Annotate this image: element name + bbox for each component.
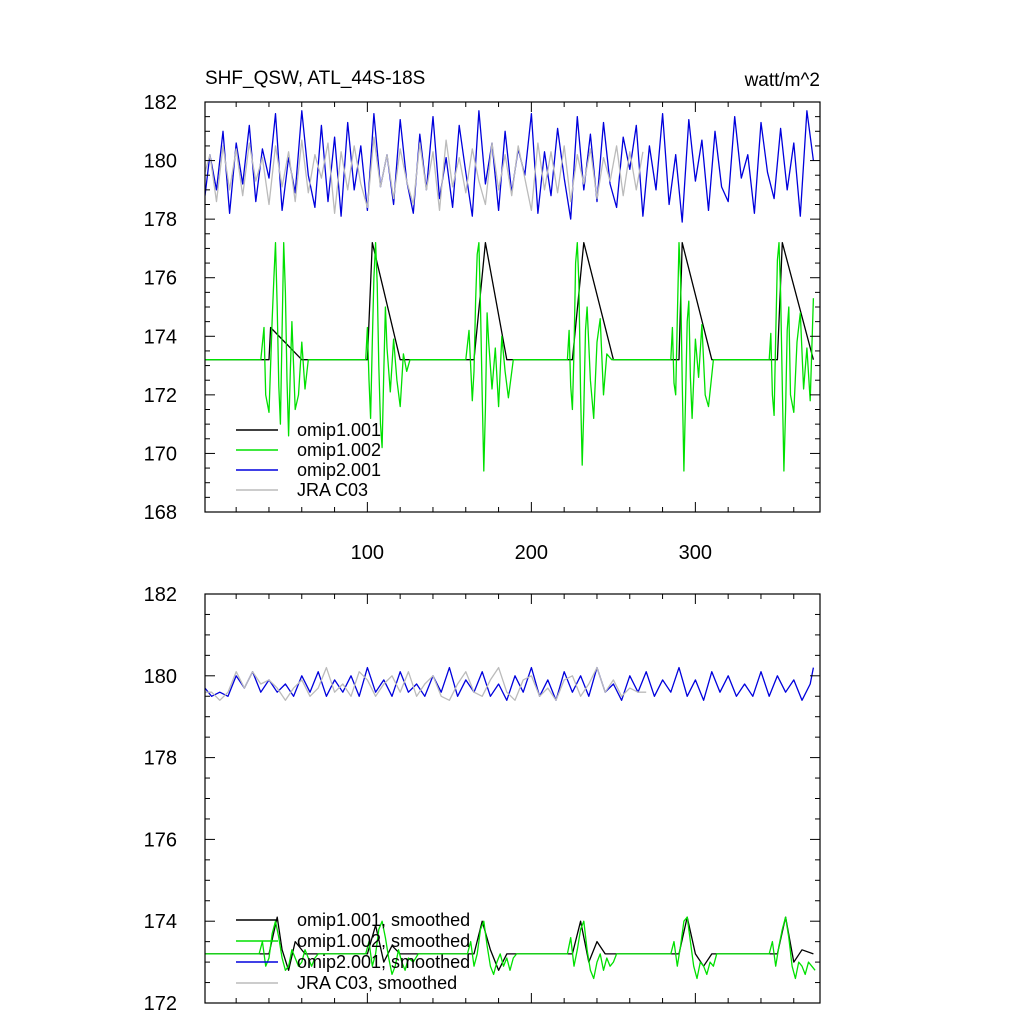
legend-label: omip1.001: [297, 420, 381, 440]
legend-label: omip2.001: [297, 460, 381, 480]
series-line-4: [205, 136, 644, 214]
y-tick-label: 182: [144, 584, 177, 606]
x-tick-label: 200: [515, 542, 548, 564]
series-group: [205, 666, 816, 980]
series-line-2: [205, 916, 816, 980]
legend-label: omip1.002: [297, 440, 381, 460]
legend-label: omip1.001, smoothed: [297, 910, 470, 930]
x-tick-label: 300: [679, 542, 712, 564]
units-label: watt/m^2: [744, 70, 820, 91]
series-group: [205, 110, 815, 472]
y-tick-label: 182: [144, 92, 177, 114]
series-line-4: [205, 666, 647, 701]
y-tick-label: 176: [144, 829, 177, 851]
series-line-1: [205, 241, 815, 361]
y-tick-label: 168: [144, 502, 177, 524]
y-tick-label: 178: [144, 209, 177, 231]
x-tick-label: 100: [351, 542, 384, 564]
y-tick-label: 178: [144, 748, 177, 770]
y-tick-label: 180: [144, 151, 177, 173]
legend-label: JRA C03, smoothed: [297, 973, 457, 993]
chart-title: SHF_QSW, ATL_44S-18S: [205, 68, 425, 89]
y-tick-label: 174: [144, 911, 177, 933]
y-tick-label: 180: [144, 666, 177, 688]
legend-label: omip1.002, smoothed: [297, 931, 470, 951]
y-tick-label: 170: [144, 443, 177, 465]
legend-label: JRA C03: [297, 480, 368, 500]
series-line-3: [205, 666, 815, 701]
y-tick-label: 172: [144, 385, 177, 407]
top-panel: SHF_QSW, ATL_44S-18S watt/m^2 168 170 172 1…: [144, 68, 821, 564]
y-tick-label: 172: [144, 993, 177, 1015]
series-line-3: [205, 110, 815, 223]
legend-label: omip2.001, smoothed: [297, 952, 470, 972]
y-tick-label: 176: [144, 268, 177, 290]
series-line-2: [205, 241, 815, 472]
y-tick-label: 174: [144, 326, 177, 348]
